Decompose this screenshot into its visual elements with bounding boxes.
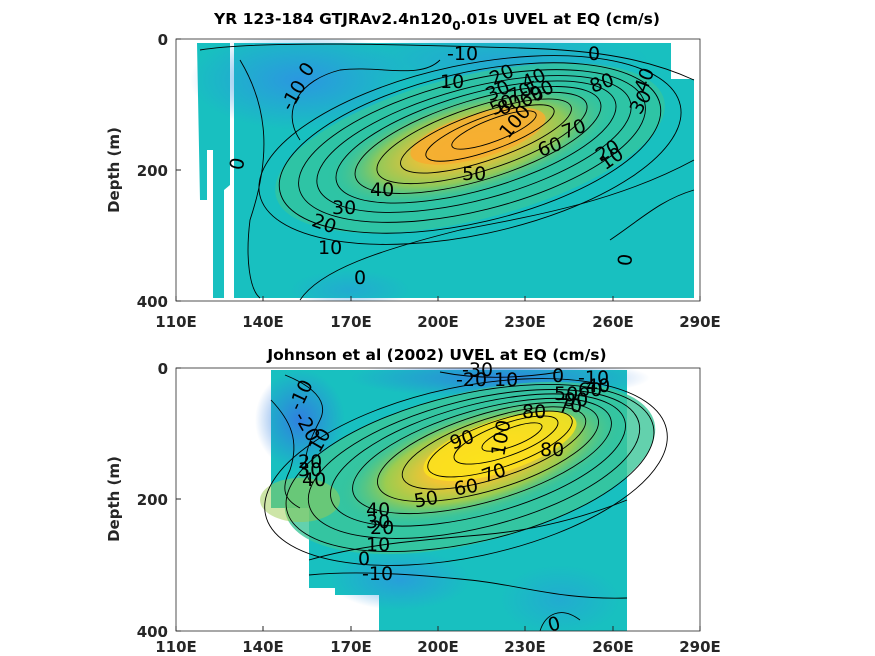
x-tick-label: 110E <box>155 638 197 656</box>
contour-label: 30 <box>332 197 356 219</box>
x-ticks-model: 110E 140E 170E 200E 230E 260E 290E <box>155 296 721 331</box>
contour-label: 10 <box>366 534 390 556</box>
contour-label: 50 <box>412 487 440 513</box>
contour-label: 0 <box>614 253 637 267</box>
contour-label: -10 <box>447 43 478 65</box>
contour-label: 30 <box>298 459 322 481</box>
x-ticks-johnson: 110E 140E 170E 200E 230E 260E 290E <box>155 626 721 656</box>
contour-label: 50 <box>462 163 486 185</box>
contour-label: 10 <box>440 71 464 93</box>
contour-label: 60 <box>578 379 602 401</box>
chart-title-johnson: Johnson et al (2002) UVEL at EQ (cm/s) <box>266 346 606 364</box>
y-tick-label: 0 <box>158 360 168 378</box>
x-tick-label: 230E <box>504 638 546 656</box>
contour-label: -10 <box>362 563 393 585</box>
panel-johnson: Johnson et al (2002) UVEL at EQ (cm/s) <box>105 346 721 656</box>
contour-label: -10 <box>578 367 609 389</box>
chart-title-model: YR 123-184 GTJRAv2.4n1200.01s UVEL at EQ… <box>213 10 660 33</box>
contour-label: 70 <box>558 395 582 417</box>
x-tick-label: 290E <box>679 313 721 331</box>
x-tick-label: 200E <box>417 313 459 331</box>
contour-label: 0 <box>354 267 366 289</box>
x-tick-label: 290E <box>679 638 721 656</box>
contour-label: 50 <box>554 383 578 405</box>
contour-label: -30 <box>462 359 493 381</box>
contour-label: 60 <box>452 475 480 501</box>
y-tick-label: 0 <box>158 31 168 49</box>
contour-label: 10 <box>318 237 342 259</box>
contour-label: 40 <box>586 375 610 397</box>
x-tick-label: 170E <box>330 313 372 331</box>
y-tick-label: 200 <box>137 491 168 509</box>
contour-label: 0 <box>358 548 370 570</box>
y-tick-label: 400 <box>137 293 168 311</box>
contour-label: 20 <box>298 451 322 473</box>
contour-label: 80 <box>540 439 564 461</box>
heatmap-field-johnson <box>176 368 700 631</box>
y-tick-label: 400 <box>137 623 168 641</box>
contour-label: 40 <box>366 499 390 521</box>
y-tick-label: 200 <box>137 162 168 180</box>
contour-label: 30 <box>366 511 390 533</box>
x-tick-label: 110E <box>155 313 197 331</box>
y-axis-label-johnson: Depth (m) <box>105 456 123 542</box>
contour-label: 40 <box>370 179 394 201</box>
x-tick-label: 200E <box>417 638 459 656</box>
x-tick-label: 230E <box>504 313 546 331</box>
contour-label: 0 <box>552 365 564 387</box>
x-tick-label: 170E <box>330 638 372 656</box>
contour-label: 10 <box>494 369 518 391</box>
contour-label: 80 <box>522 401 546 423</box>
y-ticks-johnson: 0 200 400 <box>137 360 181 641</box>
contour-label: -20 <box>456 369 487 391</box>
y-ticks-model: 0 200 400 <box>137 31 181 311</box>
x-tick-label: 140E <box>242 638 284 656</box>
contour-label: 20 <box>370 517 394 539</box>
contour-lines-johnson <box>264 371 668 631</box>
panel-model: YR 123-184 GTJRAv2.4n1200.01s UVEL at EQ… <box>105 10 721 331</box>
contour-label: 0 <box>226 156 250 172</box>
x-tick-label: 140E <box>242 313 284 331</box>
contour-label: 40 <box>302 469 326 491</box>
x-tick-label: 260E <box>592 638 634 656</box>
x-tick-label: 260E <box>592 313 634 331</box>
contour-label: 90 <box>564 389 588 411</box>
contour-label: 0 <box>588 43 600 65</box>
y-axis-label-model: Depth (m) <box>105 127 123 213</box>
contour-lines-model <box>199 43 695 301</box>
heatmap-field-model <box>176 39 700 301</box>
